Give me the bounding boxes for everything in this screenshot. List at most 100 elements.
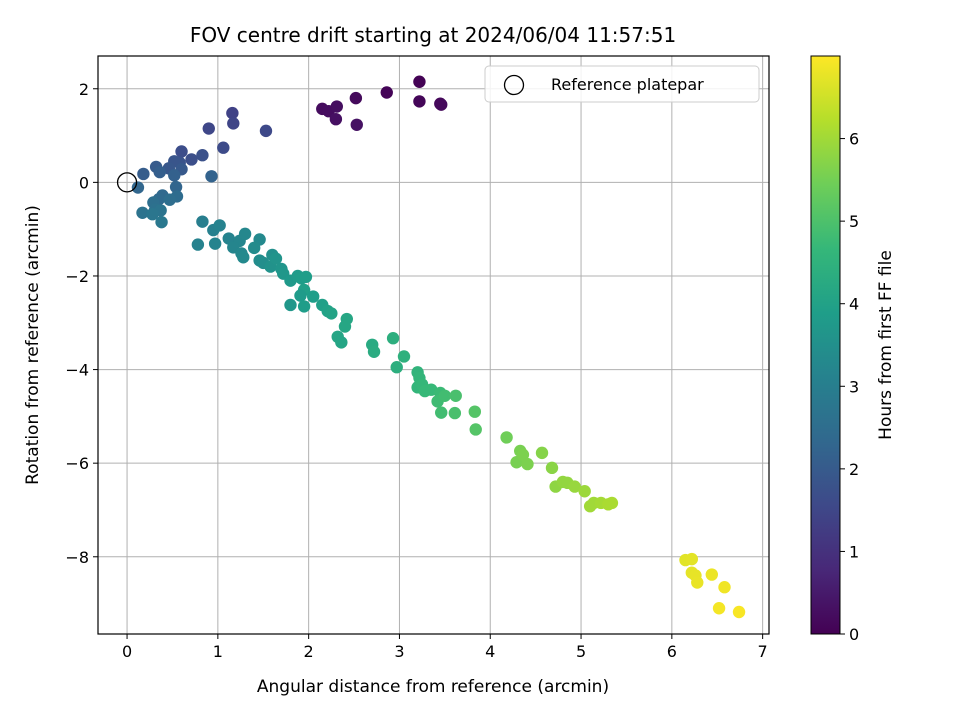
x-axis-label: Angular distance from reference (arcmin) (257, 677, 609, 697)
data-point (438, 389, 452, 402)
chart-title: FOV centre drift starting at 2024/06/04 … (190, 23, 676, 47)
data-points (131, 75, 746, 619)
data-point (202, 122, 215, 135)
data-point (213, 219, 226, 232)
x-tick-label: 4 (485, 642, 495, 661)
data-point (691, 576, 704, 589)
data-point (449, 389, 462, 402)
data-point (205, 170, 218, 183)
data-point (131, 181, 145, 194)
data-point (329, 112, 343, 126)
data-point (238, 227, 252, 241)
data-point (297, 300, 311, 313)
data-point (325, 307, 338, 320)
data-point (545, 461, 559, 475)
data-point (386, 332, 400, 345)
y-tick-label: 0 (79, 173, 89, 192)
x-tick-label: 5 (576, 642, 586, 661)
data-point (155, 215, 168, 229)
data-point (568, 480, 581, 493)
data-point (469, 423, 482, 436)
y-axis-label: Rotation from reference (arcmin) (23, 205, 43, 485)
legend-box (484, 65, 760, 103)
data-point (196, 215, 209, 228)
data-point (732, 605, 746, 619)
grid-lines (98, 56, 769, 634)
y-tick-label: −2 (65, 267, 89, 286)
data-point (397, 350, 411, 363)
data-point (153, 165, 166, 179)
data-point (299, 270, 313, 284)
data-point (435, 98, 448, 111)
data-point (712, 602, 726, 615)
data-point (380, 86, 393, 99)
colorbar-tick-label: 3 (849, 377, 859, 396)
x-tick-label: 6 (667, 642, 677, 661)
data-point (226, 106, 239, 120)
colorbar-label: Hours from first FF file (876, 250, 896, 440)
data-point (413, 95, 426, 108)
axes-frame (97, 55, 770, 635)
x-tick-label: 1 (213, 642, 223, 661)
colorbar-tick-label: 2 (849, 460, 859, 479)
data-point (448, 406, 462, 420)
colorbar-tick-label: 6 (849, 130, 859, 149)
data-point (349, 91, 363, 105)
data-point (136, 206, 149, 219)
colorbar-ticks: 0 1 2 3 4 5 6 (840, 130, 859, 644)
colorbar-tick-label: 5 (849, 212, 859, 231)
reference-marker (116, 172, 138, 193)
data-point (413, 75, 426, 88)
data-point (217, 141, 230, 154)
y-tick-label: −8 (65, 548, 89, 567)
data-point (247, 241, 261, 255)
data-point (516, 448, 530, 461)
data-point (175, 145, 188, 158)
data-point (259, 124, 273, 138)
data-point (169, 180, 183, 194)
y-axis-ticks: −8 −6 −4 −2 0 2 (65, 80, 98, 567)
data-point (208, 237, 222, 250)
x-tick-label: 3 (394, 642, 404, 661)
data-point (146, 207, 159, 221)
data-point (718, 580, 731, 594)
data-point (284, 298, 297, 312)
y-tick-label: 2 (79, 80, 89, 99)
data-point (350, 118, 363, 131)
data-point (521, 457, 534, 471)
data-point (468, 405, 482, 418)
data-point (578, 485, 591, 498)
legend-label-reference: Reference platepar (551, 75, 704, 94)
colorbar-tick-label: 1 (849, 542, 859, 561)
data-point (227, 117, 240, 130)
data-point (269, 252, 283, 265)
data-point (306, 290, 320, 303)
data-point (335, 336, 348, 349)
data-point (340, 312, 353, 326)
data-point (605, 496, 619, 510)
data-point (163, 193, 176, 206)
data-point (294, 289, 307, 302)
data-point (185, 153, 198, 166)
data-point (500, 431, 513, 444)
y-tick-label: −4 (65, 361, 89, 380)
legend-marker-reference (503, 74, 525, 96)
x-tick-label: 0 (122, 642, 132, 661)
x-tick-label: 2 (304, 642, 314, 661)
x-axis-ticks: 0 1 2 3 4 5 6 7 (122, 634, 768, 661)
y-tick-label: −6 (65, 454, 89, 473)
data-point (705, 568, 718, 581)
colorbar (810, 55, 841, 635)
x-tick-label: 7 (758, 642, 768, 661)
data-point (367, 345, 381, 358)
colorbar-tick-label: 4 (849, 295, 859, 314)
legend: Reference platepar (484, 65, 760, 103)
colorbar-tick-label: 0 (849, 625, 859, 644)
data-point (330, 100, 343, 113)
reference-platepar-marker (116, 172, 138, 193)
data-point (535, 446, 549, 460)
data-point (168, 169, 181, 182)
data-point (435, 406, 448, 419)
